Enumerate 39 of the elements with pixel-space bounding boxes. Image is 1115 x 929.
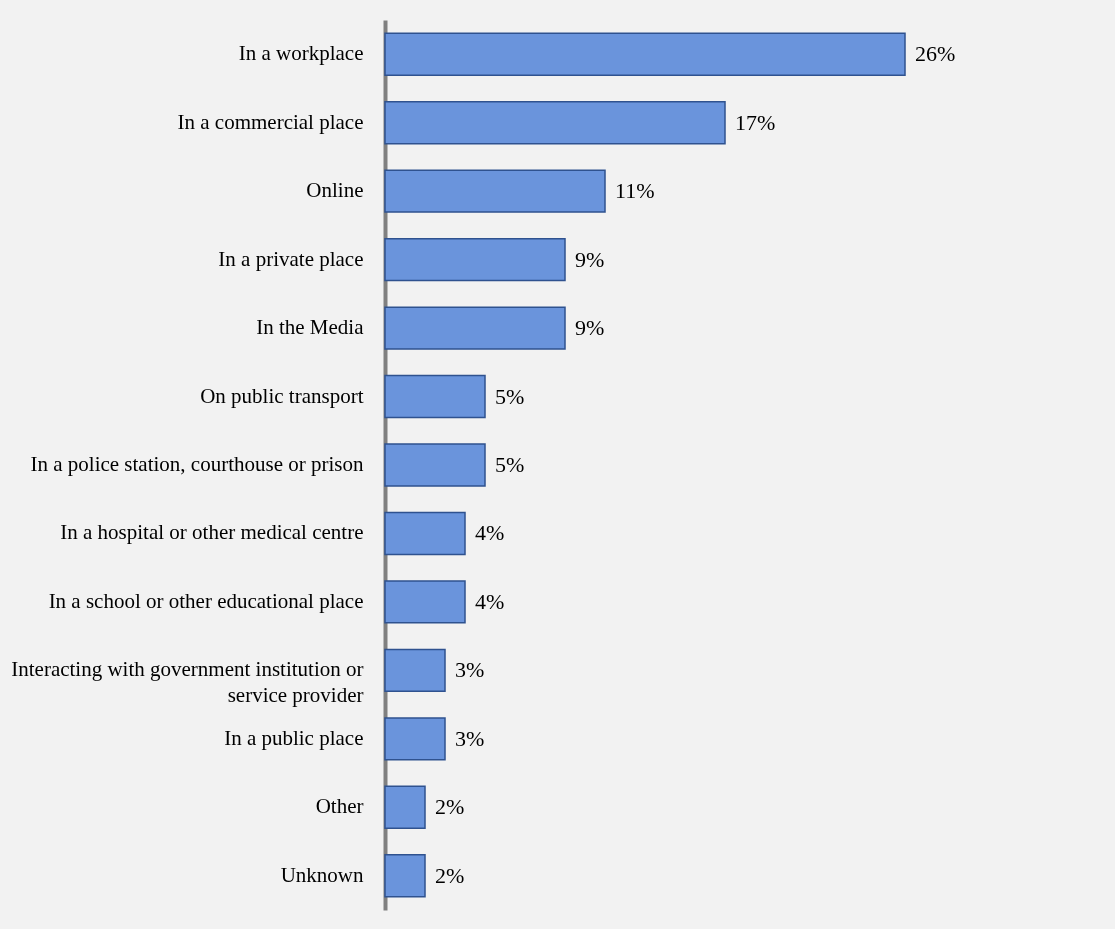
- bar: [384, 32, 906, 76]
- y-tick-label: In a public place: [224, 725, 364, 750]
- bar: [384, 169, 606, 213]
- data-label: 9%: [575, 315, 605, 341]
- bar: [384, 854, 426, 898]
- y-tick-label: Interacting with government institution or service provider: [11, 657, 364, 708]
- y-tick-label: In the Media: [256, 315, 365, 340]
- data-label: 5%: [495, 452, 525, 477]
- y-tick-label: On public transport: [200, 383, 364, 408]
- bar: [384, 580, 466, 624]
- bar: [384, 237, 566, 282]
- data-label: 5%: [495, 383, 525, 409]
- data-label: 9%: [575, 246, 605, 272]
- y-tick-label: In a commercial place: [177, 109, 364, 134]
- y-tick-label: Other: [315, 794, 364, 819]
- data-label: 4%: [475, 520, 505, 546]
- bar: [384, 374, 486, 419]
- data-label: 4%: [475, 588, 505, 614]
- data-label: 17%: [735, 109, 776, 135]
- data-label: 11%: [615, 178, 655, 204]
- bar: [384, 648, 446, 693]
- y-tick-label: Unknown: [280, 862, 364, 887]
- y-tick-label: Online: [306, 178, 364, 203]
- data-label: 3%: [455, 725, 485, 751]
- bar: [384, 100, 726, 145]
- data-label: 2%: [435, 794, 465, 820]
- y-tick-label: In a workplace: [238, 41, 364, 66]
- bar: [384, 717, 446, 761]
- data-label: 26%: [915, 41, 956, 67]
- y-tick-label: In a private place: [218, 246, 364, 271]
- data-label: 2%: [435, 862, 465, 888]
- y-tick-label: In a police station, courthouse or prison: [30, 452, 364, 476]
- data-label: 3%: [455, 657, 485, 683]
- bar: [384, 511, 466, 556]
- y-tick-label: In a school or other educational place: [48, 588, 364, 613]
- bar: [384, 443, 486, 487]
- bar: [384, 785, 426, 830]
- bar: [384, 306, 566, 350]
- y-tick-label: In a hospital or other medical centre: [60, 520, 364, 545]
